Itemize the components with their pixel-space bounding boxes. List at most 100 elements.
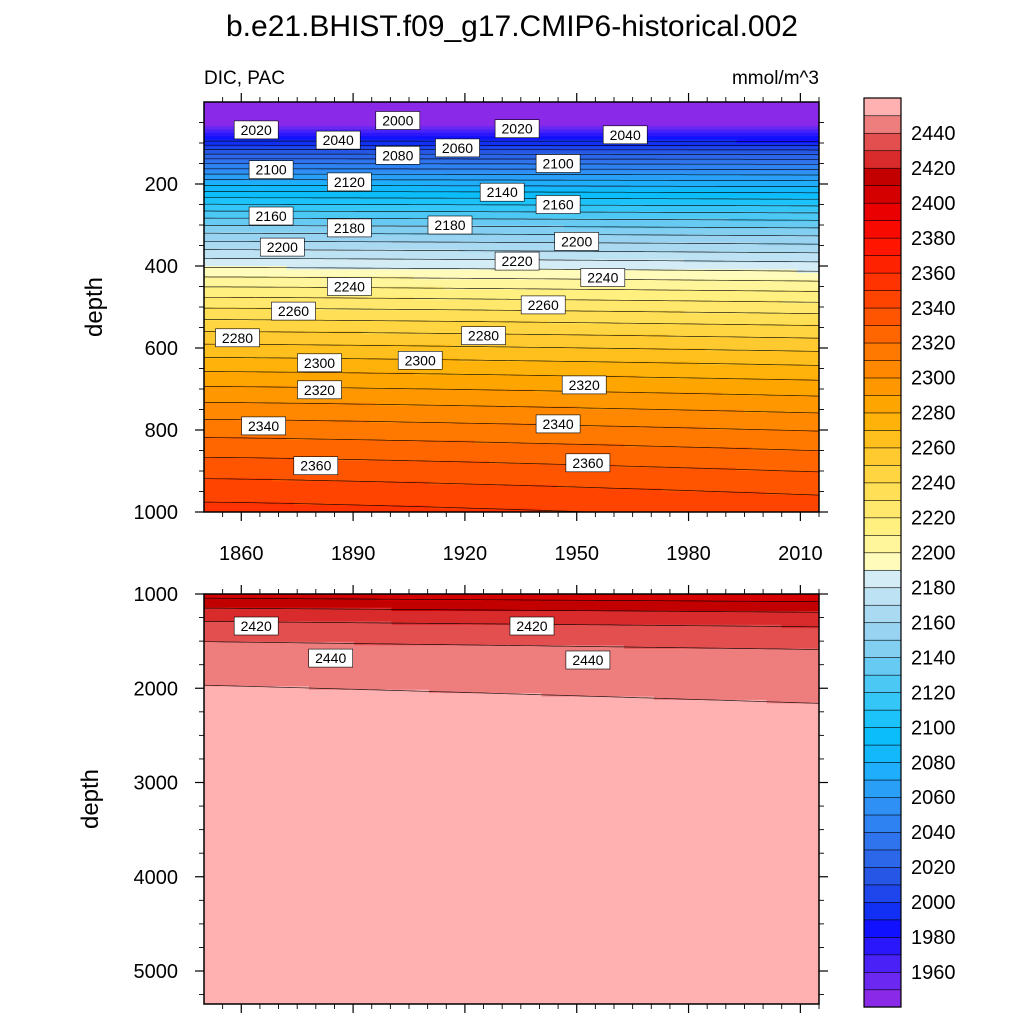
contour-fill-cell: [309, 351, 318, 356]
contour-fill-cell: [331, 303, 340, 308]
contour-fill-cell: [264, 399, 273, 404]
contour-fill-cell: [466, 498, 475, 503]
contour-fill-cell: [324, 115, 333, 120]
contour-fill-cell: [271, 382, 280, 387]
contour-fill-cell: [459, 419, 468, 424]
contour-fill-cell: [286, 327, 295, 332]
contour-fill-cell: [204, 389, 213, 394]
contour-fill-cell: [429, 313, 438, 318]
contour-fill-cell: [414, 327, 423, 332]
contour-fill-cell: [346, 354, 355, 359]
contour-fill-cell: [361, 436, 370, 441]
contour-fill-cell: [204, 416, 213, 421]
contour-fill-cell: [421, 447, 430, 452]
contour-fill-cell: [391, 378, 400, 383]
contour-fill-cell: [226, 112, 235, 117]
contour-fill-cell: [279, 443, 288, 448]
contour-fill-cell: [294, 494, 303, 499]
contour-fill-cell: [339, 119, 348, 124]
contour-fill-cell: [466, 484, 475, 489]
contour-fill-cell: [294, 402, 303, 407]
contour-fill-cell: [504, 214, 513, 219]
contour-fill-cell: [249, 375, 258, 380]
contour-fill-cell: [331, 108, 340, 113]
contour-fill-cell: [339, 317, 348, 322]
contour-fill-cell: [324, 447, 333, 452]
contour-fill-cell: [211, 477, 220, 482]
contour-fill-cell: [211, 173, 220, 178]
contour-fill-cell: [421, 337, 430, 342]
contour-fill-cell: [399, 307, 408, 312]
contour-fill-cell: [346, 488, 355, 493]
contour-fill-cell: [369, 395, 378, 400]
contour-fill-cell: [354, 248, 363, 253]
contour-fill-cell: [474, 310, 483, 315]
contour-fill-cell: [376, 337, 385, 342]
contour-fill-cell: [414, 235, 423, 240]
contour-fill-cell: [301, 194, 310, 199]
contour-fill-cell: [496, 313, 505, 318]
contour-fill-cell: [361, 337, 370, 342]
contour-fill-cell: [444, 471, 453, 476]
contour-fill-cell: [391, 108, 400, 113]
contour-fill-cell: [376, 211, 385, 216]
contour-fill-cell: [444, 467, 453, 472]
contour-fill-cell: [249, 443, 258, 448]
contour-fill-cell: [496, 481, 505, 486]
contour-fill-cell: [241, 102, 250, 107]
contour-fill-cell: [226, 139, 235, 144]
contour-fill-cell: [436, 368, 445, 373]
contour-fill-cell: [451, 112, 460, 117]
contour-fill-cell: [384, 105, 393, 110]
contour-fill-cell: [436, 330, 445, 335]
contour-fill-cell: [451, 259, 460, 264]
contour-fill-cell: [406, 481, 415, 486]
contour-fill-cell: [369, 194, 378, 199]
contour-fill-cell: [451, 235, 460, 240]
contour-fill-cell: [496, 354, 505, 359]
contour-fill-cell: [354, 163, 363, 168]
contour-fill-cell: [301, 187, 310, 192]
contour-fill-cell: [384, 180, 393, 185]
contour-fill-cell: [489, 238, 498, 243]
contour-fill-cell: [331, 453, 340, 458]
contour-fill-cell: [316, 153, 325, 158]
contour-fill-cell: [369, 204, 378, 209]
contour-fill-cell: [339, 149, 348, 154]
contour-fill-cell: [316, 115, 325, 120]
contour-fill-cell: [451, 375, 460, 380]
contour-fill-cell: [361, 344, 370, 349]
contour-fill-cell: [421, 395, 430, 400]
contour-fill-cell: [361, 501, 370, 506]
contour-fill-cell: [421, 488, 430, 493]
contour-fill-cell: [316, 293, 325, 298]
contour-fill-cell: [204, 225, 213, 230]
contour-fill-cell: [346, 153, 355, 158]
contour-fill-cell: [286, 385, 295, 390]
contour-fill-cell: [219, 320, 228, 325]
contour-fill-cell: [294, 283, 303, 288]
contour-fill-cell: [436, 197, 445, 202]
contour-fill-cell: [279, 259, 288, 264]
contour-fill-cell: [444, 207, 453, 212]
contour-fill-cell: [369, 361, 378, 366]
contour-fill-cell: [264, 112, 273, 117]
contour-fill-cell: [316, 494, 325, 499]
contour-fill-cell: [451, 440, 460, 445]
contour-fill-cell: [451, 238, 460, 243]
contour-fill-cell: [316, 112, 325, 117]
contour-fill-cell: [414, 180, 423, 185]
contour-fill-cell: [511, 201, 520, 206]
contour-fill-cell: [504, 300, 513, 305]
contour-fill-cell: [421, 324, 430, 329]
contour-fill-cell: [421, 170, 430, 175]
contour-fill-cell: [406, 163, 415, 168]
contour-fill-cell: [459, 129, 468, 134]
contour-fill-cell: [414, 457, 423, 462]
contour-fill-cell: [474, 283, 483, 288]
contour-fill-cell: [459, 235, 468, 240]
contour-fill-cell: [279, 378, 288, 383]
contour-fill-cell: [421, 436, 430, 441]
contour-fill-cell: [489, 423, 498, 428]
contour-fill-cell: [369, 392, 378, 397]
